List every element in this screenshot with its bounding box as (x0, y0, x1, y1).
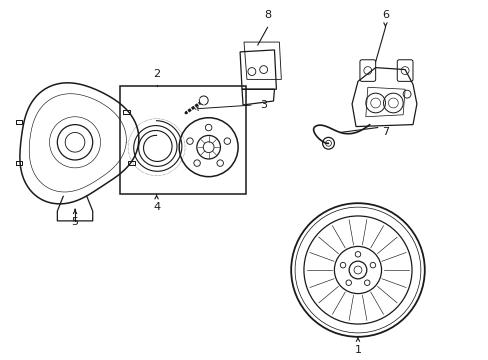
Text: 7: 7 (381, 127, 388, 138)
Text: 4: 4 (153, 202, 160, 212)
Text: 8: 8 (264, 10, 270, 21)
Text: 5: 5 (71, 217, 79, 227)
Circle shape (199, 96, 208, 105)
Text: 2: 2 (153, 69, 160, 80)
Text: 3: 3 (259, 100, 266, 110)
Text: 6: 6 (381, 10, 388, 21)
Bar (120, 86, 245, 194)
Text: 1: 1 (354, 345, 361, 355)
